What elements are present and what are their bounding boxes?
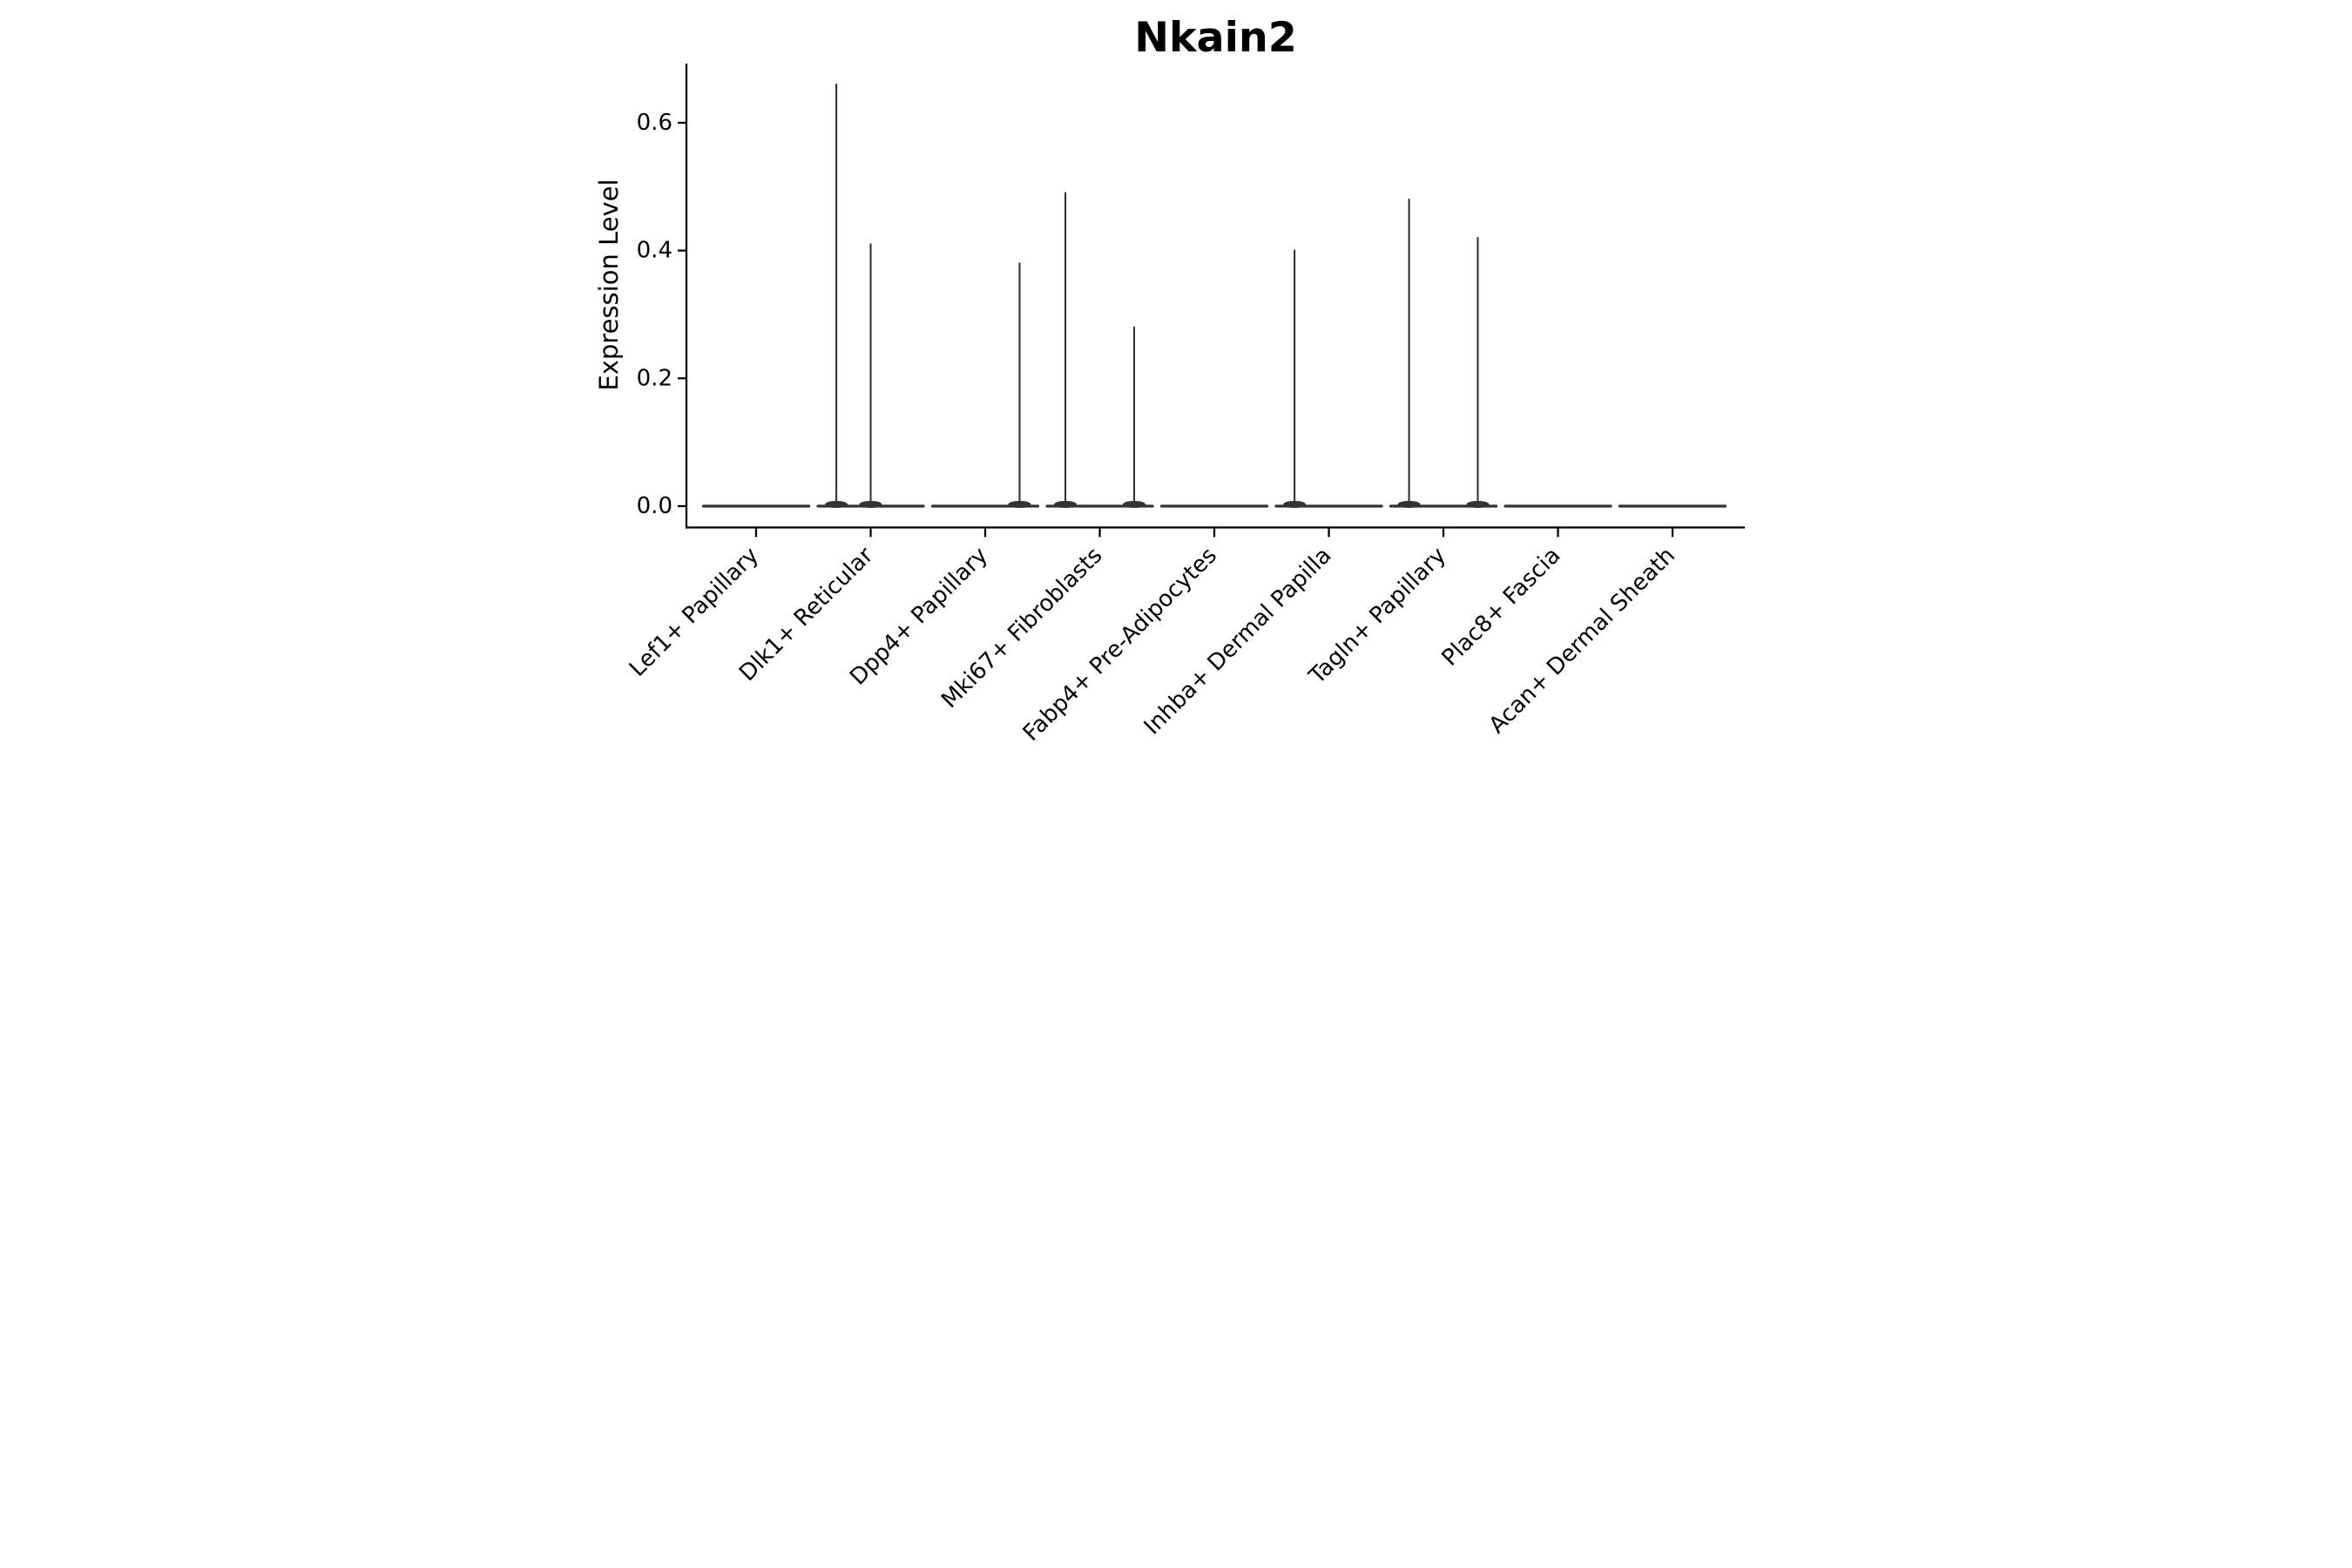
y-axis-title: Expression Level: [594, 179, 624, 390]
plot-title: Nkain2: [1134, 14, 1297, 62]
x-tick-label: Plac8+ Fascia: [1436, 543, 1565, 672]
plot-canvas: Nkain2 Expression Level 0.00.20.40.6Lef1…: [594, 14, 1745, 747]
y-tick-label: 0.2: [637, 365, 672, 391]
x-tick-label: Inhba+ Dermal Papilla: [1139, 543, 1337, 740]
y-tick-label: 0.0: [637, 493, 672, 519]
x-tick-label: Fabp4+ Pre-Adipocytes: [1018, 543, 1222, 747]
violin-plot-figure: Nkain2 Expression Level 0.0 0.2 0.4 0.6 Lef1…: [588, 0, 1764, 784]
y-tick-label: 0.4: [637, 238, 672, 264]
x-tick-label: Acan+ Dermal Sheath: [1484, 543, 1680, 739]
y-tick-label: 0.6: [637, 110, 672, 136]
